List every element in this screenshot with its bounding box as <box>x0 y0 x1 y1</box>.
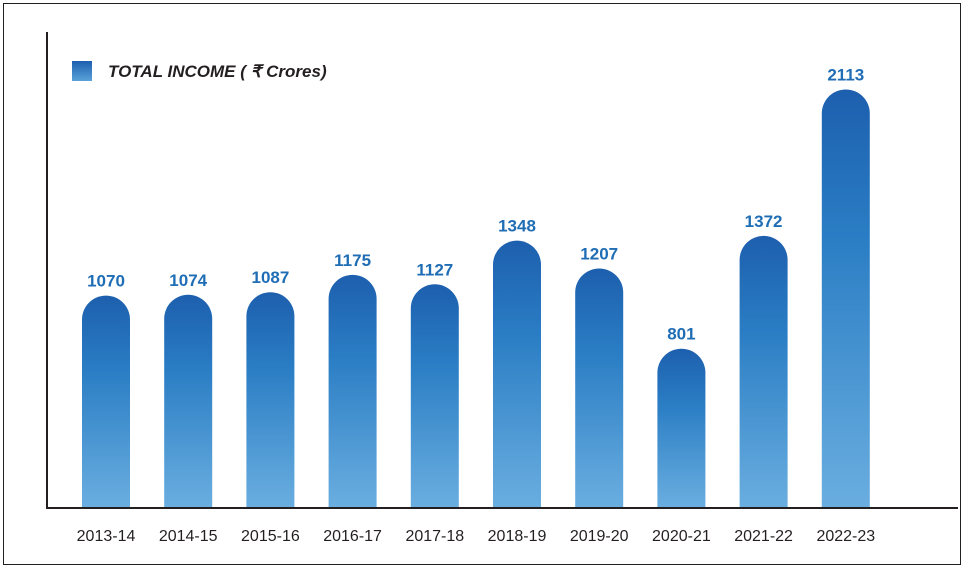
bar-2014-15 <box>164 294 213 507</box>
x-tick-label-2022-23: 2022-23 <box>816 528 875 545</box>
value-label-2019-20: 1207 <box>580 244 618 263</box>
x-tick-label-2013-14: 2013-14 <box>77 528 136 545</box>
value-label-2020-21: 801 <box>667 325 695 344</box>
legend-swatch <box>72 61 92 81</box>
bar-2019-20 <box>575 268 624 507</box>
value-label-2014-15: 1074 <box>169 271 207 290</box>
chart-frame <box>3 3 961 565</box>
bar-2013-14 <box>82 295 130 507</box>
bar-2021-22 <box>739 235 788 507</box>
value-label-2013-14: 1070 <box>87 272 125 291</box>
bar-2016-17 <box>328 274 377 507</box>
bars-group <box>82 89 870 508</box>
value-label-2021-22: 1372 <box>745 212 783 231</box>
legend-label: TOTAL INCOME ( ₹ Crores) <box>108 62 327 81</box>
value-label-2022-23: 2113 <box>827 65 864 84</box>
x-tick-label-2015-16: 2015-16 <box>241 528 300 545</box>
bar-2022-23 <box>821 89 870 508</box>
x-tick-label-2016-17: 2016-17 <box>323 528 382 545</box>
bar-2015-16 <box>246 292 295 507</box>
legend: TOTAL INCOME ( ₹ Crores) <box>72 61 327 81</box>
x-tick-label-2021-22: 2021-22 <box>734 528 793 545</box>
x-tick-label-2014-15: 2014-15 <box>159 528 218 545</box>
value-labels-group: 1070 1074 1087 1175 1127 1348 1207 801 1372 2113 <box>87 65 864 343</box>
x-tick-label-2020-21: 2020-21 <box>652 528 711 545</box>
bar-2020-21 <box>657 348 706 507</box>
x-tick-label-2017-18: 2017-18 <box>405 528 464 545</box>
bar-2017-18 <box>410 284 459 507</box>
x-tick-label-2019-20: 2019-20 <box>570 528 629 545</box>
x-tick-labels-group: 2013-14 2014-15 2015-16 2016-17 2017-18 2018-… <box>77 528 876 545</box>
value-label-2017-18: 1127 <box>416 260 453 279</box>
value-label-2018-19: 1348 <box>498 217 536 236</box>
value-label-2016-17: 1175 <box>334 251 371 270</box>
value-label-2015-16: 1087 <box>251 268 289 287</box>
x-tick-label-2018-19: 2018-19 <box>488 528 547 545</box>
bar-2018-19 <box>493 240 541 507</box>
